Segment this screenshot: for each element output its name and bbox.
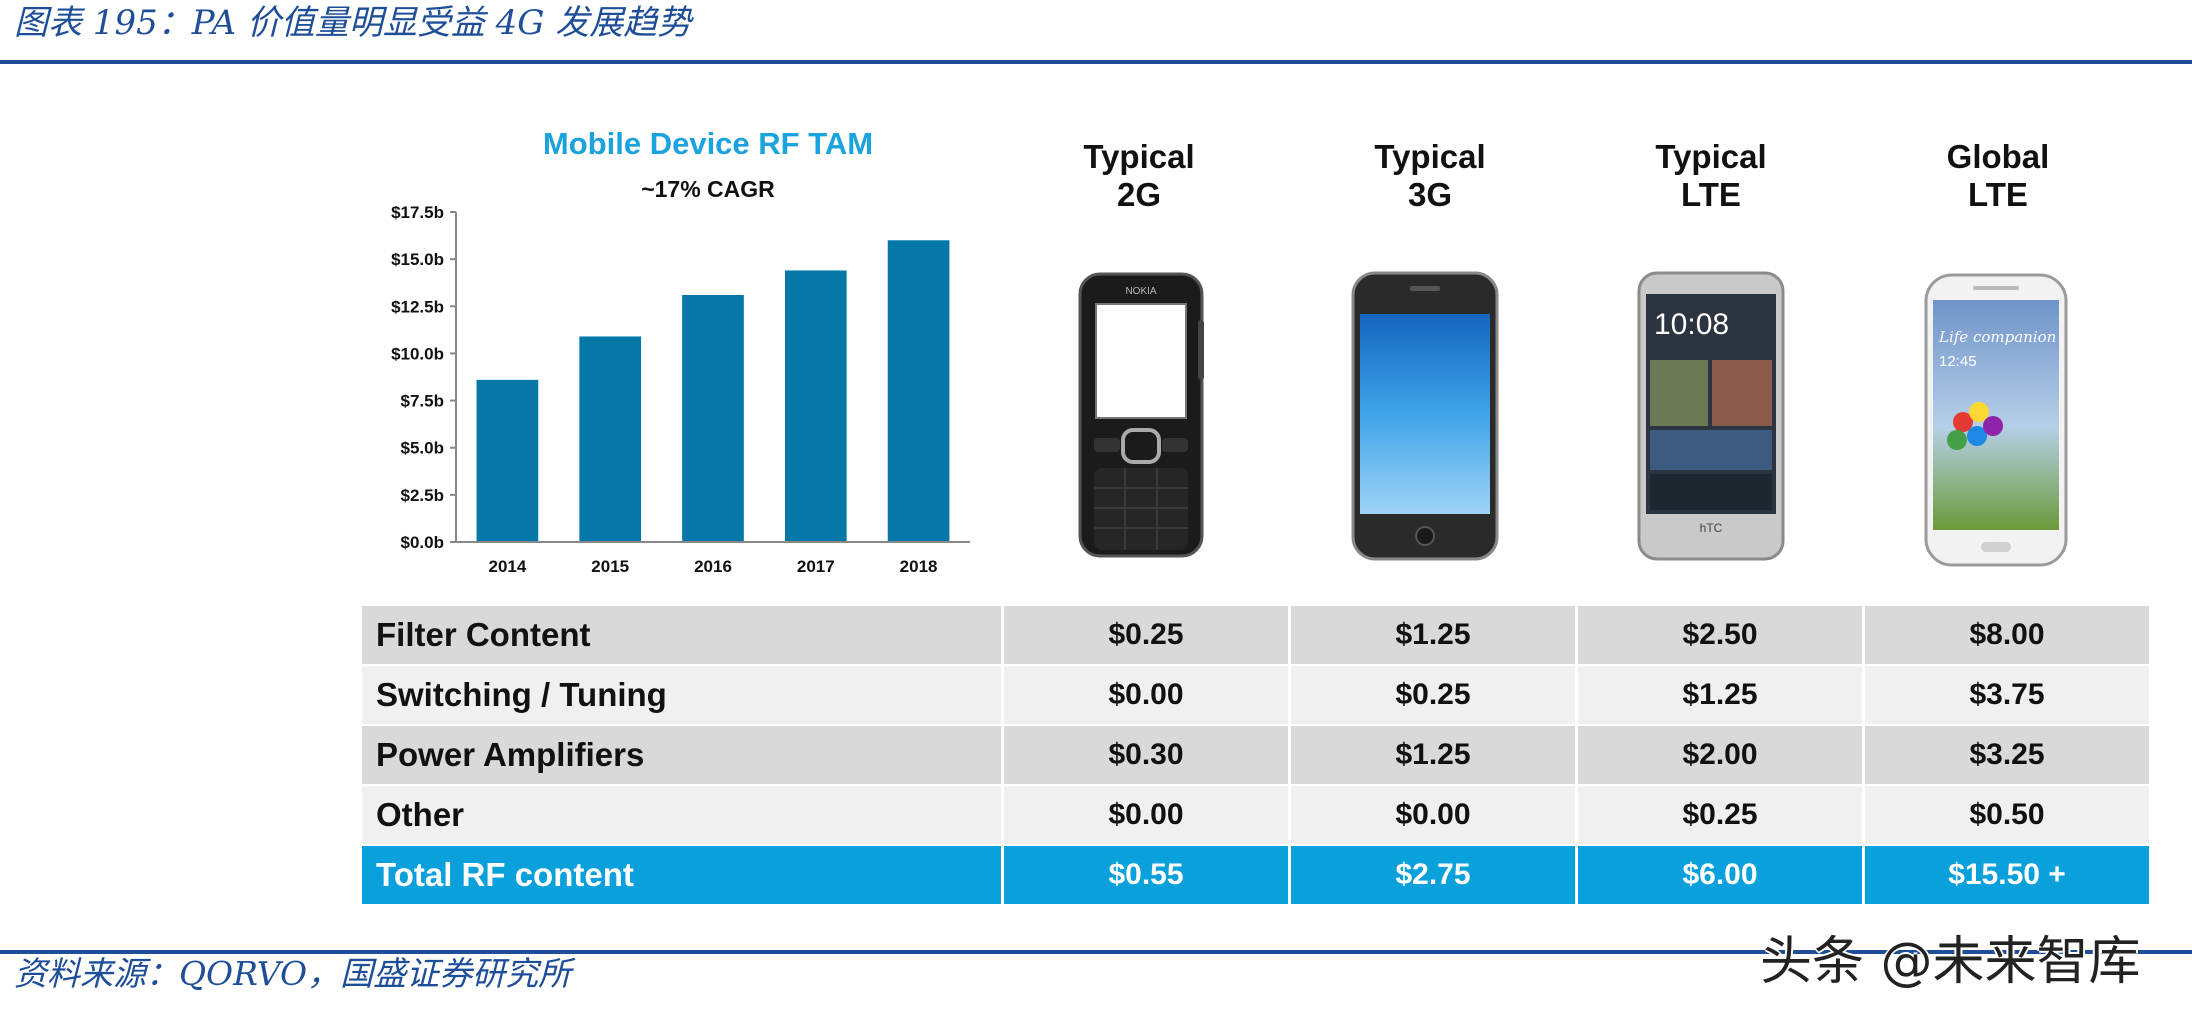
y-tick-label: $12.5b (391, 297, 444, 316)
figure-title: 图表 195：PA 价值量明显受益 4G 发展趋势 (14, 3, 692, 43)
table-cell: $0.50 (1863, 785, 2152, 846)
bar (887, 240, 950, 542)
table-cell: $0.00 (1289, 785, 1578, 846)
phone-header-typical-lte: Typical LTE (1611, 138, 1811, 214)
x-axis: 2014 2015 2016 2017 2018 (456, 541, 970, 576)
bars (476, 240, 950, 542)
smartphone-3g-icon (1351, 271, 1499, 561)
feature-phone-icon: NOKIA (1078, 272, 1204, 558)
x-tick-label: 2015 (591, 557, 629, 576)
x-tick-label: 2016 (694, 557, 732, 576)
y-tick-label: $17.5b (391, 203, 444, 222)
y-tick-label: $10.0b (391, 344, 444, 363)
row-label-filter-content: Filter Content (362, 606, 1004, 666)
y-tick-label: $5.0b (401, 439, 444, 458)
phone-header-line2: LTE (1681, 176, 1741, 213)
phone-header-line1: Typical (1374, 138, 1486, 175)
table-cell: $6.00 (1576, 845, 1865, 906)
phone-header-2g: Typical 2G (1039, 138, 1239, 214)
chart-title: Mobile Device RF TAM (543, 126, 873, 161)
nokia-brand-label: NOKIA (1125, 286, 1156, 297)
table-row: Switching / Tuning $0.00 $0.25 $1.25 $3.… (362, 665, 2152, 726)
table-cell: $8.00 (1863, 606, 2152, 666)
bar (579, 336, 642, 542)
y-tick-label: $15.0b (391, 250, 444, 269)
table-cell: $2.50 (1576, 606, 1865, 666)
table-row: Filter Content $0.25 $1.25 $2.50 $8.00 (362, 606, 2152, 666)
bottom-rule (0, 950, 2192, 954)
x-tick-label: 2014 (488, 557, 526, 576)
y-tick-label: $0.0b (401, 533, 444, 552)
table-cell: $0.55 (1002, 845, 1291, 906)
x-tick-label: 2017 (797, 557, 835, 576)
y-tick-label: $2.5b (401, 486, 444, 505)
phone-header-line2: 2G (1116, 176, 1162, 213)
phone-header-3g: Typical 3G (1330, 138, 1530, 214)
table-row-total: Total RF content $0.55 $2.75 $6.00 $15.5… (362, 845, 2152, 906)
table-cell: $3.75 (1863, 665, 2152, 726)
table-cell: $15.50 + (1863, 845, 2152, 906)
htc-time-label: 10:08 (1654, 308, 1729, 341)
y-tick-label: $7.5b (401, 392, 444, 411)
samsung-screen-text1: Life companion (1938, 328, 2056, 346)
phone-header-line1: Typical (1655, 138, 1767, 175)
table-cell: $2.00 (1576, 725, 1865, 786)
table-cell: $1.25 (1289, 725, 1578, 786)
phone-header-line2: LTE (1968, 176, 2028, 213)
phone-header-line1: Global (1946, 138, 2050, 175)
table-cell: $0.00 (1002, 665, 1291, 726)
smartphone-samsung-icon: Life companion 12:45 (1924, 273, 2068, 567)
row-label-power-amplifiers: Power Amplifiers (362, 725, 1004, 786)
table-row: Other $0.00 $0.00 $0.25 $0.50 (362, 785, 2152, 846)
table-row: Power Amplifiers $0.30 $1.25 $2.00 $3.25 (362, 725, 2152, 786)
bar (476, 379, 539, 542)
table-cell: $0.25 (1576, 785, 1865, 846)
bar (784, 270, 847, 542)
table-cell: $3.25 (1863, 725, 2152, 786)
row-label-switching-tuning: Switching / Tuning (362, 665, 1004, 726)
top-rule (0, 60, 2192, 64)
source-note: 资料来源：QORVO，国盛证券研究所 (14, 954, 572, 993)
y-axis: $0.0b $2.5b $5.0b $7.5b $10.0b $12.5b $15.0b $1… (391, 203, 457, 552)
samsung-screen-text2: 12:45 (1939, 353, 1977, 370)
table-cell: $0.25 (1289, 665, 1578, 726)
table-cell: $1.25 (1289, 606, 1578, 666)
phone-header-line2: 3G (1407, 176, 1453, 213)
watermark: 头条 @未来智库 (1760, 932, 2141, 992)
x-tick-label: 2018 (900, 557, 938, 576)
phone-header-global-lte: Global LTE (1898, 138, 2098, 214)
bar (682, 294, 744, 542)
table-cell: $2.75 (1289, 845, 1578, 906)
rf-content-table: Filter Content $0.25 $1.25 $2.50 $8.00 S… (362, 606, 2152, 906)
table-cell: $0.25 (1002, 606, 1291, 666)
table-cell: $1.25 (1576, 665, 1865, 726)
phone-header-line1: Typical (1083, 138, 1195, 175)
row-label-other: Other (362, 785, 1004, 846)
table-cell: $0.30 (1002, 725, 1291, 786)
rf-tam-bar-chart: Mobile Device RF TAM ~17% CAGR $0.0b $2.5… (391, 126, 970, 576)
chart-subtitle: ~17% CAGR (641, 176, 775, 202)
row-label-total-rf-content: Total RF content (362, 845, 1004, 906)
table-cell: $0.00 (1002, 785, 1291, 846)
smartphone-htc-icon: 10:08 hTC (1637, 271, 1785, 561)
htc-brand-label: hTC (1700, 521, 1723, 535)
